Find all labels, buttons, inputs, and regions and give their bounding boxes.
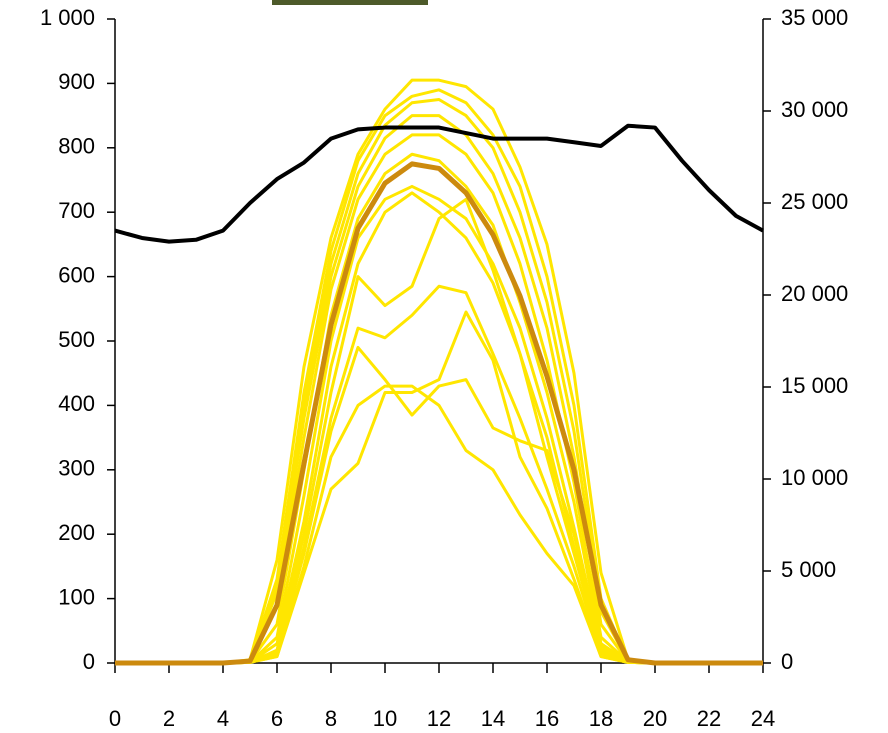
x-tick-label: 8 bbox=[325, 706, 337, 731]
y2-tick-label: 25 000 bbox=[781, 189, 848, 214]
x-tick-label: 4 bbox=[217, 706, 229, 731]
y-tick-label: 100 bbox=[58, 584, 95, 609]
photo-fragment bbox=[272, 0, 428, 5]
y2-tick-label: 5 000 bbox=[781, 557, 836, 582]
x-tick-label: 2 bbox=[163, 706, 175, 731]
y2-tick-label: 30 000 bbox=[781, 97, 848, 122]
x-tick-label: 22 bbox=[697, 706, 721, 731]
y2-tick-label: 35 000 bbox=[781, 5, 848, 30]
y-tick-label: 800 bbox=[58, 134, 95, 159]
x-tick-label: 0 bbox=[109, 706, 121, 731]
series-line bbox=[115, 184, 763, 665]
y-tick-label: 700 bbox=[58, 198, 95, 223]
y-tick-label: 600 bbox=[58, 262, 95, 287]
y2-tick-label: 15 000 bbox=[781, 373, 848, 398]
y2-tick-label: 10 000 bbox=[781, 465, 848, 490]
series-line bbox=[115, 191, 763, 665]
series-line bbox=[115, 384, 763, 665]
y-tick-label: 400 bbox=[58, 391, 95, 416]
x-tick-label: 18 bbox=[589, 706, 613, 731]
series-line bbox=[114, 123, 764, 244]
y-tick-label: 300 bbox=[58, 456, 95, 481]
series-line bbox=[115, 152, 763, 665]
y-tick-label: 900 bbox=[58, 69, 95, 94]
y2-tick-label: 20 000 bbox=[781, 281, 848, 306]
x-tick-label: 10 bbox=[373, 706, 397, 731]
series-line bbox=[115, 161, 763, 666]
y-tick-label: 200 bbox=[58, 520, 95, 545]
x-tick-label: 20 bbox=[643, 706, 667, 731]
x-tick-label: 16 bbox=[535, 706, 559, 731]
x-tick-label: 6 bbox=[271, 706, 283, 731]
series-line bbox=[115, 345, 763, 665]
x-tick-label: 24 bbox=[751, 706, 775, 731]
series-line bbox=[115, 284, 763, 665]
series-line bbox=[115, 197, 763, 665]
x-tick-label: 14 bbox=[481, 706, 505, 731]
y-tick-label: 1 000 bbox=[40, 5, 95, 30]
series-line bbox=[115, 310, 763, 665]
x-tick-label: 12 bbox=[427, 706, 451, 731]
y-tick-label: 0 bbox=[83, 649, 95, 674]
y-tick-label: 500 bbox=[58, 327, 95, 352]
y2-tick-label: 0 bbox=[781, 649, 793, 674]
